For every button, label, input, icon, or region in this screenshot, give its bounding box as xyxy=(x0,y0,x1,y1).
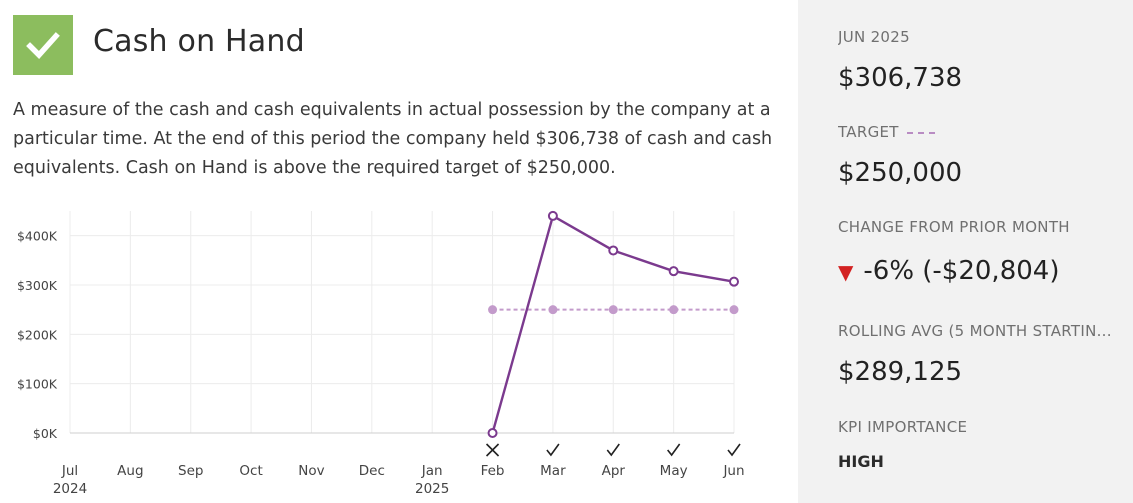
target-dash-legend-icon xyxy=(906,131,935,134)
target-point xyxy=(669,305,679,315)
page-title: Cash on Hand xyxy=(93,24,305,59)
actual-point xyxy=(668,266,679,277)
target-point xyxy=(729,305,739,315)
rolling-avg-label: ROLLING AVG (5 MONTH STARTIN... xyxy=(838,322,1112,340)
check-mark-icon xyxy=(667,443,681,457)
actual-point xyxy=(547,210,558,221)
x-tick-label: May xyxy=(660,463,688,479)
check-mark-icon xyxy=(606,443,620,457)
x-tick-label: Aug xyxy=(117,463,143,479)
y-tick-label: $200K xyxy=(17,327,58,342)
actual-point xyxy=(608,245,619,256)
target-label: TARGET xyxy=(838,123,899,141)
cash-on-hand-chart: $0K $100K $200K $300K $400K Jul Aug Sep Oct Nov De… xyxy=(17,210,745,497)
x-tick-label: Dec xyxy=(359,463,385,479)
x-tick-label: Jun xyxy=(722,463,744,479)
target-point xyxy=(608,305,618,315)
target-label-row: TARGET xyxy=(838,123,1133,141)
x-year-label: 2025 xyxy=(415,481,449,497)
x-tick-label: Sep xyxy=(178,463,203,479)
target-value: $250,000 xyxy=(838,158,963,188)
actual-point xyxy=(729,276,739,287)
x-year-label: 2024 xyxy=(53,481,87,497)
x-tick-label: Nov xyxy=(298,463,324,479)
period-label: JUN 2025 xyxy=(838,28,910,46)
y-tick-label: $0K xyxy=(33,426,58,441)
x-tick-label: Feb xyxy=(481,463,505,479)
period-value: $306,738 xyxy=(838,63,963,93)
y-tick-label: $300K xyxy=(17,278,58,293)
checkmark-icon xyxy=(26,32,60,60)
importance-value: HIGH xyxy=(838,452,884,471)
kpi-description: A measure of the cash and cash equivalen… xyxy=(13,100,773,178)
change-row: ▼ -6% (-$20,804) xyxy=(838,256,1059,286)
rolling-avg-value: $289,125 xyxy=(838,357,963,387)
target-point xyxy=(488,305,498,315)
x-tick-label: Oct xyxy=(239,463,262,479)
summary-sidebar: JUN 2025 $306,738 TARGET $250,000 CHANGE… xyxy=(798,0,1133,503)
actual-point xyxy=(487,428,498,438)
check-mark-icon xyxy=(546,443,560,457)
y-tick-label: $400K xyxy=(17,229,58,244)
check-mark-icon xyxy=(727,443,741,457)
status-badge xyxy=(13,15,73,75)
down-triangle-icon: ▼ xyxy=(838,260,854,284)
importance-label: KPI IMPORTANCE xyxy=(838,418,968,436)
x-tick-label: Mar xyxy=(540,463,566,479)
target-point xyxy=(548,305,558,315)
x-tick-label: Apr xyxy=(602,463,626,479)
kpi-main-panel: Cash on Hand A measure of the cash and c… xyxy=(13,15,773,497)
change-value: -6% (-$20,804) xyxy=(863,256,1060,286)
change-label: CHANGE FROM PRIOR MONTH xyxy=(838,218,1070,236)
y-tick-label: $100K xyxy=(17,377,58,392)
x-tick-label: Jan xyxy=(421,463,443,479)
cross-mark-icon xyxy=(485,443,500,457)
x-tick-label: Jul xyxy=(61,463,78,479)
